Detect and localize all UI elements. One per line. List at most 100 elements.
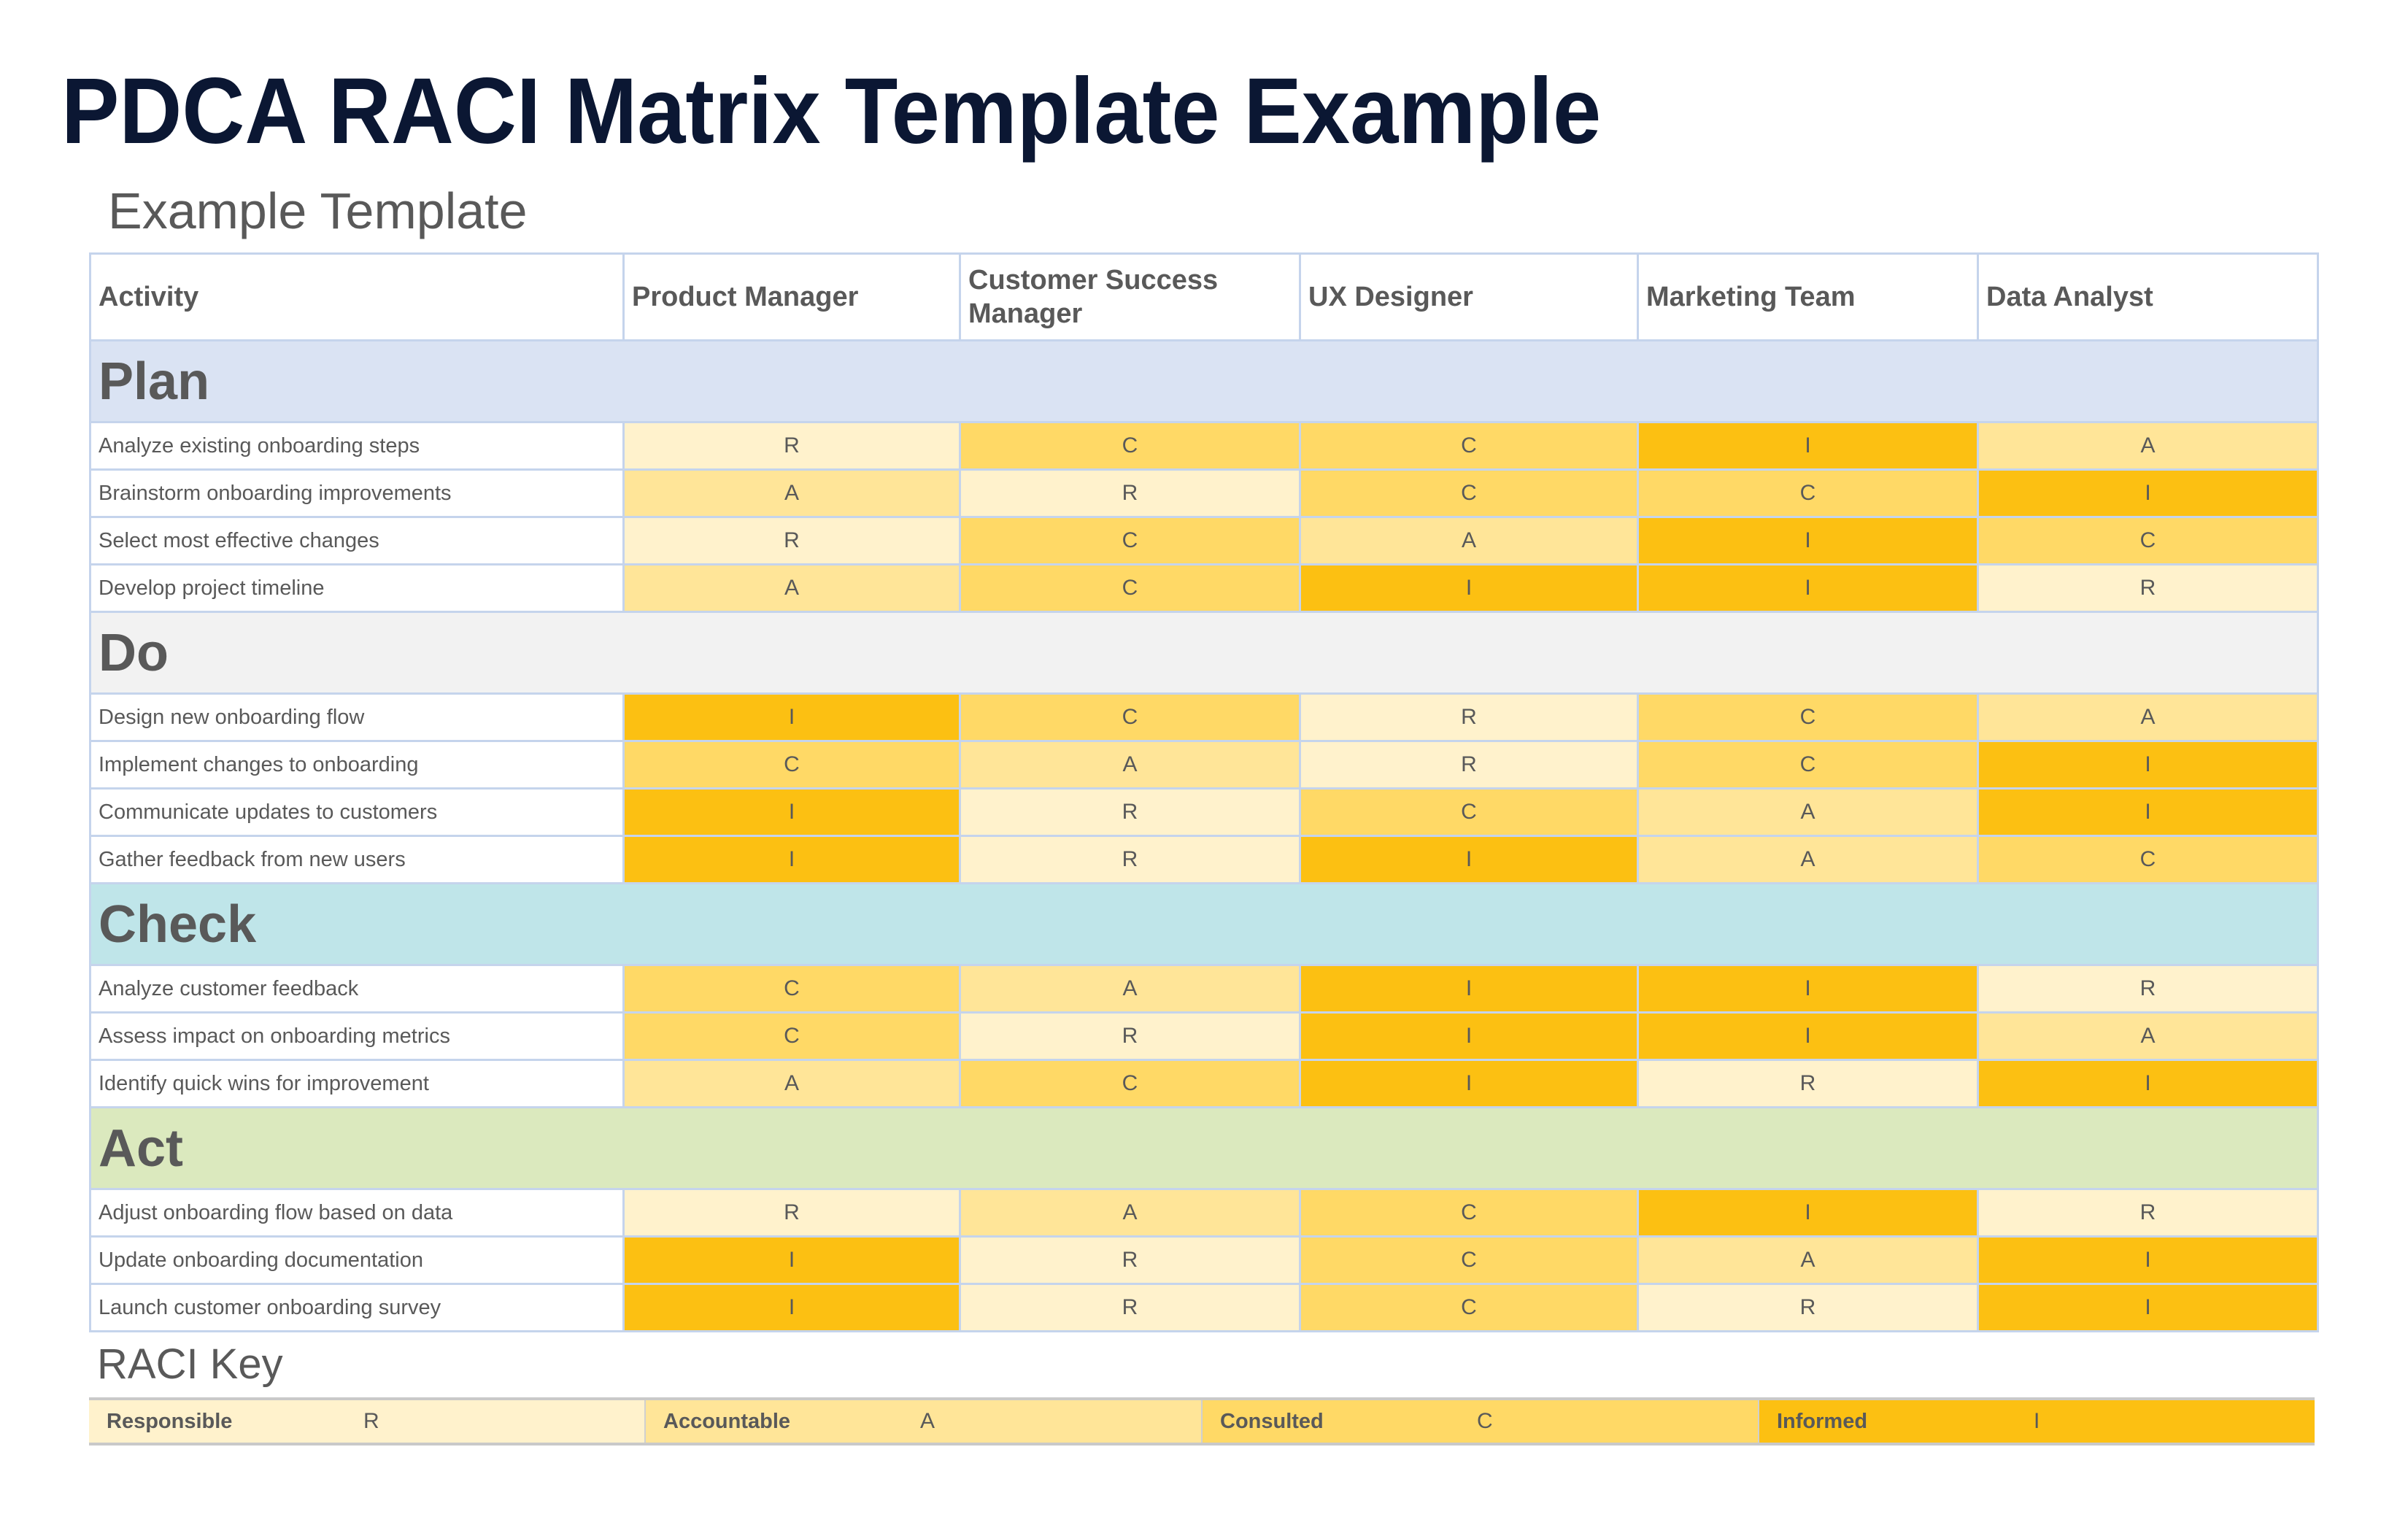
raci-cell: C xyxy=(622,1011,961,1061)
raci-cell: I xyxy=(1299,964,1639,1014)
activity-cell: Identify quick wins for improvement xyxy=(89,1059,625,1108)
raci-cell: R xyxy=(1977,1188,2319,1238)
raci-cell: C xyxy=(1299,468,1639,518)
raci-cell: C xyxy=(622,964,961,1014)
table-row: Brainstorm onboarding improvements A R C C I xyxy=(89,468,2319,518)
raci-cell: I xyxy=(1977,468,2319,518)
section-band-plan: Plan xyxy=(89,339,2319,423)
raci-key-legend: Responsible R Accountable A Consulted C … xyxy=(89,1397,2315,1445)
raci-cell: A xyxy=(959,964,1301,1014)
activity-cell: Design new onboarding flow xyxy=(89,692,625,742)
table-row: Adjust onboarding flow based on data R A C I… xyxy=(89,1188,2319,1238)
activity-cell: Launch customer onboarding survey xyxy=(89,1283,625,1332)
section-band-do: Do xyxy=(89,611,2319,695)
raci-cell: I xyxy=(1637,563,1979,613)
raci-cell: C xyxy=(1299,421,1639,471)
section-band-check: Check xyxy=(89,882,2319,966)
raci-cell: C xyxy=(1977,835,2319,884)
key-label: Informed xyxy=(1777,1409,1868,1433)
raci-cell: A xyxy=(622,468,961,518)
raci-cell: A xyxy=(1299,516,1639,566)
raci-cell: A xyxy=(622,1059,961,1108)
table-row: Select most effective changes R C A I C xyxy=(89,516,2319,566)
raci-cell: I xyxy=(1299,1059,1639,1108)
raci-cell: I xyxy=(1977,787,2319,837)
key-code: A xyxy=(920,1409,935,1433)
table-row: Analyze existing onboarding steps R C C I A xyxy=(89,421,2319,471)
key-item-consulted: Consulted C xyxy=(1203,1400,1759,1443)
key-code: I xyxy=(2034,1409,2040,1433)
activity-cell: Select most effective changes xyxy=(89,516,625,566)
raci-cell: C xyxy=(1637,740,1979,790)
section-title: Check xyxy=(89,882,2319,966)
raci-cell: R xyxy=(622,516,961,566)
raci-cell: I xyxy=(622,1283,961,1332)
raci-cell: C xyxy=(959,1059,1301,1108)
section-title: Act xyxy=(89,1106,2319,1190)
raci-cell: R xyxy=(959,1283,1301,1332)
activity-cell: Analyze existing onboarding steps xyxy=(89,421,625,471)
raci-cell: I xyxy=(622,835,961,884)
raci-cell: I xyxy=(1977,1059,2319,1108)
raci-cell: I xyxy=(1977,1283,2319,1332)
raci-cell: I xyxy=(1977,740,2319,790)
raci-cell: I xyxy=(622,787,961,837)
column-header-marketing-team: Marketing Team xyxy=(1637,252,1979,341)
table-row: Analyze customer feedback C A I I R xyxy=(89,964,2319,1014)
page-title: PDCA RACI Matrix Template Example xyxy=(61,59,1602,163)
key-label: Accountable xyxy=(663,1409,791,1433)
raci-cell: I xyxy=(1299,563,1639,613)
key-code: R xyxy=(363,1409,379,1433)
raci-cell: R xyxy=(1299,692,1639,742)
raci-cell: R xyxy=(1977,964,2319,1014)
activity-cell: Adjust onboarding flow based on data xyxy=(89,1188,625,1238)
key-item-responsible: Responsible R xyxy=(89,1400,646,1443)
raci-cell: C xyxy=(1637,692,1979,742)
table-header-row: Activity Product Manager Customer Succes… xyxy=(89,252,2319,341)
raci-cell: R xyxy=(1977,563,2319,613)
column-header-ux-designer: UX Designer xyxy=(1299,252,1639,341)
raci-cell: C xyxy=(1299,787,1639,837)
raci-cell: R xyxy=(1637,1059,1979,1108)
raci-cell: R xyxy=(959,468,1301,518)
activity-cell: Brainstorm onboarding improvements xyxy=(89,468,625,518)
page-subtitle: Example Template xyxy=(108,182,528,239)
raci-cell: C xyxy=(1637,468,1979,518)
table-row: Gather feedback from new users I R I A C xyxy=(89,835,2319,884)
raci-cell: I xyxy=(1299,1011,1639,1061)
table-row: Identify quick wins for improvement A C I R I xyxy=(89,1059,2319,1108)
raci-cell: A xyxy=(1977,692,2319,742)
raci-cell: C xyxy=(959,692,1301,742)
raci-cell: C xyxy=(959,516,1301,566)
key-code: C xyxy=(1477,1409,1493,1433)
table-body: Plan Analyze existing onboarding steps R C C… xyxy=(89,339,2319,1332)
raci-cell: A xyxy=(1977,421,2319,471)
key-label: Consulted xyxy=(1220,1409,1324,1433)
table-row: Launch customer onboarding survey I R C R I xyxy=(89,1283,2319,1332)
raci-cell: I xyxy=(622,692,961,742)
raci-cell: I xyxy=(1637,964,1979,1014)
key-label: Responsible xyxy=(107,1409,233,1433)
table-row: Assess impact on onboarding metrics C R I I A xyxy=(89,1011,2319,1061)
section-title: Plan xyxy=(89,339,2319,423)
section-title: Do xyxy=(89,611,2319,695)
raci-cell: R xyxy=(1299,740,1639,790)
raci-cell: I xyxy=(622,1235,961,1285)
column-header-customer-success-manager: Customer Success Manager xyxy=(959,252,1301,341)
raci-cell: R xyxy=(959,1011,1301,1061)
raci-cell: I xyxy=(1299,835,1639,884)
raci-cell: C xyxy=(1977,516,2319,566)
raci-cell: I xyxy=(1637,516,1979,566)
table-row: Update onboarding documentation I R C A I xyxy=(89,1235,2319,1285)
activity-cell: Assess impact on onboarding metrics xyxy=(89,1011,625,1061)
raci-cell: C xyxy=(1299,1188,1639,1238)
raci-cell: R xyxy=(622,1188,961,1238)
activity-cell: Gather feedback from new users xyxy=(89,835,625,884)
raci-cell: R xyxy=(622,421,961,471)
raci-cell: A xyxy=(1637,1235,1979,1285)
table-row: Design new onboarding flow I C R C A xyxy=(89,692,2319,742)
column-header-data-analyst: Data Analyst xyxy=(1977,252,2319,341)
raci-cell: R xyxy=(1637,1283,1979,1332)
activity-cell: Implement changes to onboarding xyxy=(89,740,625,790)
raci-matrix-table: Activity Product Manager Customer Succes… xyxy=(89,252,2319,1332)
